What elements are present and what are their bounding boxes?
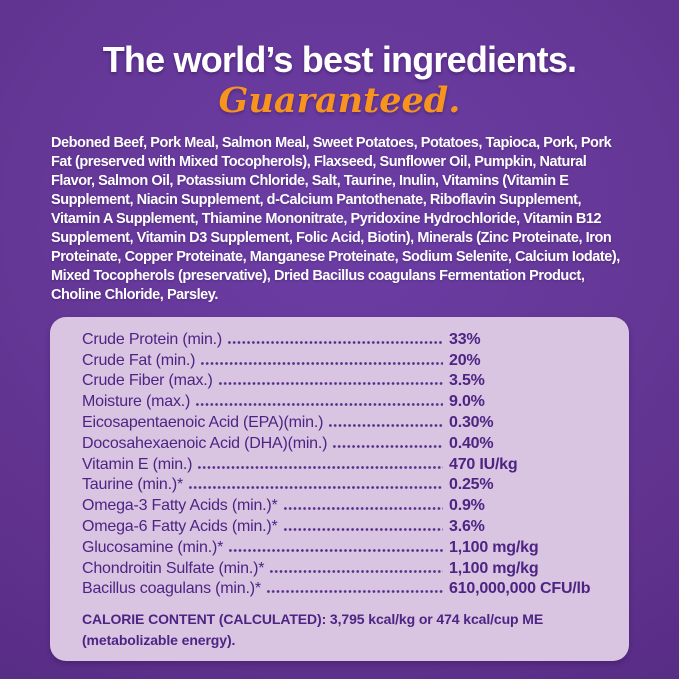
analysis-row: Glucosamine (min.)* 1,100 mg/kg — [82, 538, 611, 559]
analysis-label: Taurine (min.)* — [82, 476, 184, 494]
analysis-row: Taurine (min.)* 0.25% — [82, 475, 611, 496]
dot-leader — [197, 465, 443, 469]
analysis-row: Omega-3 Fatty Acids (min.)* 0.9% — [82, 496, 611, 517]
analysis-label: Docosahexaenoic Acid (DHA)(min.) — [82, 434, 328, 452]
analysis-value: 33% — [449, 330, 481, 348]
analysis-value: 1,100 mg/kg — [449, 538, 539, 556]
analysis-label: Crude Fiber (max.) — [82, 372, 213, 390]
dot-leader — [217, 382, 443, 386]
analysis-row: Eicosapentaenoic Acid (EPA)(min.) 0.30% — [82, 413, 611, 434]
dot-leader — [195, 403, 443, 407]
analysis-label: Eicosapentaenoic Acid (EPA)(min.) — [82, 414, 324, 431]
analysis-value: 9.0% — [449, 393, 485, 411]
analysis-value: 610,000,000 CFU/lb — [449, 580, 591, 598]
analysis-label: Glucosamine (min.)* — [82, 538, 224, 556]
analysis-row: Crude Fat (min.) 20% — [82, 351, 611, 372]
dot-leader — [332, 444, 443, 448]
dot-leader — [328, 424, 443, 427]
guaranteed-analysis-panel: Crude Protein (min.) 33% Crude Fat (min.) 2… — [50, 316, 629, 662]
analysis-value: 0.40% — [449, 434, 494, 452]
analysis-row: Crude Protein (min.) 33% — [82, 330, 611, 351]
analysis-row: Crude Fiber (max.) 3.5% — [82, 371, 611, 392]
dot-leader — [282, 507, 443, 511]
analysis-row: Chondroitin Sulfate (min.)* 1,100 mg/kg — [82, 559, 611, 580]
analysis-value: 3.6% — [449, 517, 485, 535]
analysis-label: Omega-3 Fatty Acids (min.)* — [82, 497, 278, 515]
dot-leader — [188, 486, 443, 490]
dot-leader — [227, 340, 443, 344]
analysis-label: Omega-6 Fatty Acids (min.)* — [82, 517, 278, 535]
analysis-label: Crude Protein (min.) — [82, 330, 223, 348]
analysis-label: Moisture (max.) — [82, 393, 191, 411]
dot-leader — [228, 548, 443, 552]
dot-leader — [282, 527, 443, 531]
analysis-label: Crude Fat (min.) — [82, 351, 196, 369]
analysis-row: Docosahexaenoic Acid (DHA)(min.) 0.40% — [82, 434, 611, 455]
analysis-value: 20% — [449, 351, 481, 369]
headline: The world’s best ingredients. — [102, 39, 577, 80]
analysis-row: Moisture (max.) 9.0% — [82, 392, 611, 413]
analysis-row: Vitamin E (min.) 470 IU/kg — [82, 455, 611, 476]
calorie-note: CALORIE CONTENT (CALCULATED): 3,795 kcal… — [82, 611, 544, 649]
analysis-value: 470 IU/kg — [449, 455, 518, 473]
analysis-label: Chondroitin Sulfate (min.)* — [82, 559, 265, 577]
analysis-rows: Crude Protein (min.) 33% Crude Fat (min.) 2… — [82, 330, 611, 600]
analysis-row: Bacillus coagulans (min.)* 610,000,000 CF… — [82, 579, 611, 600]
dot-leader — [269, 569, 443, 573]
dot-leader — [200, 361, 443, 365]
dot-leader — [265, 590, 443, 594]
guarantee-subtitle: Guaranteed. — [218, 80, 461, 122]
analysis-value: 0.9% — [449, 497, 485, 515]
analysis-value: 0.25% — [449, 476, 494, 494]
ingredients-paragraph: Deboned Beef, Pork Meal, Salmon Meal, Sw… — [51, 134, 620, 303]
analysis-label: Bacillus coagulans (min.)* — [82, 580, 261, 598]
analysis-value: 3.5% — [449, 372, 485, 390]
analysis-value: 0.30% — [449, 414, 494, 431]
analysis-row: Omega-6 Fatty Acids (min.)* 3.6% — [82, 517, 611, 538]
analysis-label: Vitamin E (min.) — [82, 455, 193, 473]
analysis-value: 1,100 mg/kg — [449, 559, 539, 577]
